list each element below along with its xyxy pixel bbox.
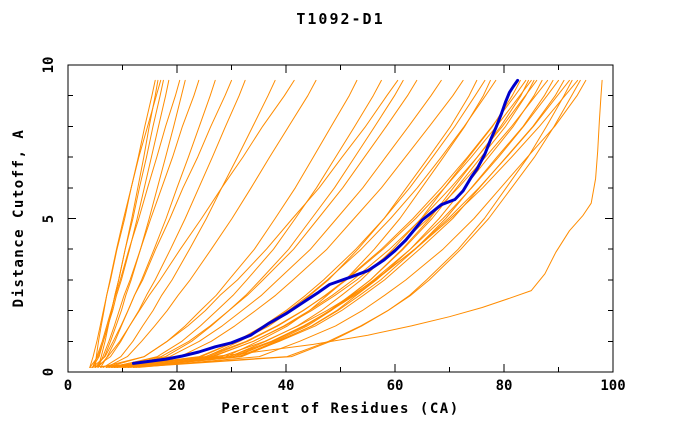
y-tick-label: 5 [41, 214, 57, 223]
chart-title: T1092-D1 [296, 10, 385, 28]
y-tick-label: 10 [41, 56, 57, 74]
x-tick-label: 20 [168, 378, 186, 394]
x-tick-label: 0 [63, 378, 73, 394]
x-tick-label: 80 [495, 378, 513, 394]
y-tick-label: 0 [41, 367, 57, 377]
x-axis-label: Percent of Residues (CA) [221, 401, 460, 417]
x-tick-label: 40 [277, 378, 295, 394]
x-tick-label: 100 [600, 378, 626, 394]
x-tick-label: 60 [386, 378, 404, 394]
